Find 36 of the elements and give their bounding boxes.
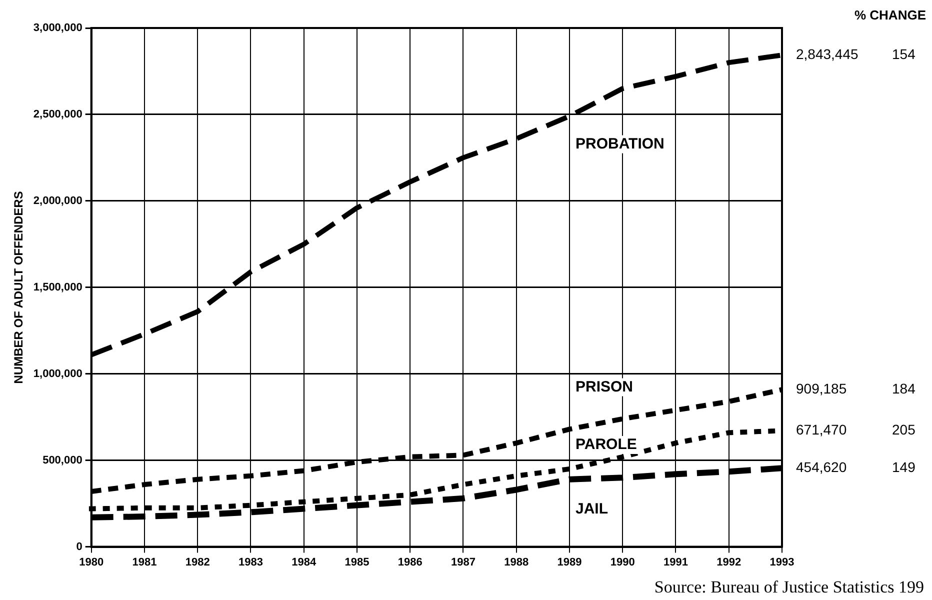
x-tick-label: 1982 xyxy=(185,556,210,568)
text: 154 xyxy=(892,46,916,62)
y-axis-title: NUMBER OF ADULT OFFENDERS xyxy=(12,191,26,384)
y-tick-label: 2,500,000 xyxy=(33,108,82,120)
x-tick-label: 1986 xyxy=(398,556,422,568)
text: % CHANGE xyxy=(854,8,926,23)
x-tick-label: 1983 xyxy=(238,556,263,568)
x-tick-label: 1988 xyxy=(504,556,529,568)
x-tick-label: 1980 xyxy=(79,556,104,568)
x-tick-label: 1991 xyxy=(664,556,688,568)
y-tick-label: 3,000,000 xyxy=(33,22,82,34)
y-tick-label: 500,000 xyxy=(42,454,82,466)
data-label: 909,185 xyxy=(796,380,847,396)
x-tick-label: 1987 xyxy=(450,556,476,568)
x-tick-label: 1992 xyxy=(716,556,742,568)
text: 184 xyxy=(892,380,916,396)
y-tick-label: 1,000,000 xyxy=(33,368,82,380)
x-tick-label: 1990 xyxy=(610,556,635,568)
data-label: 2,843,445 xyxy=(796,46,858,62)
text: 149 xyxy=(892,459,916,476)
series-label: PROBATION xyxy=(575,135,664,152)
y-tick-label: 0 xyxy=(76,540,82,553)
x-tick-label: 1981 xyxy=(132,556,157,568)
series-label: PAROLE xyxy=(575,436,637,454)
x-tick-label: 1984 xyxy=(292,556,317,568)
y-tick-label: 1,500,000 xyxy=(33,281,82,294)
text: 205 xyxy=(892,422,916,438)
x-tick-label: 1989 xyxy=(557,556,582,568)
y-tick-label: 2,000,000 xyxy=(33,194,82,207)
x-tick-label: 1993 xyxy=(770,556,794,568)
series-label: PRISON xyxy=(575,378,634,396)
series-label: JAIL xyxy=(575,500,608,518)
x-tick-label: 1985 xyxy=(344,556,370,568)
data-label: 454,620 xyxy=(796,459,847,476)
source-note: Source: Bureau of Justice Statistics 199 xyxy=(654,577,924,596)
data-label: 671,470 xyxy=(796,422,847,438)
